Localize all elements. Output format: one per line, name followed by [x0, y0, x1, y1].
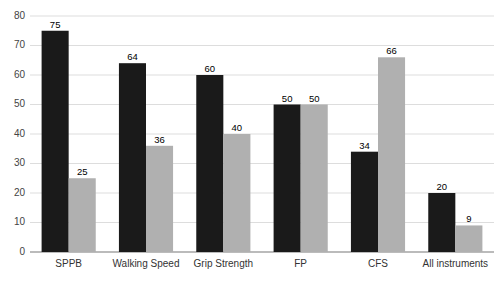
y-tick-label: 20	[14, 187, 26, 198]
bar	[378, 57, 405, 252]
x-tick-label: SPPB	[55, 258, 82, 269]
y-tick-label: 10	[14, 216, 26, 227]
x-tick-label: FP	[294, 258, 307, 269]
y-tick-label: 30	[14, 157, 26, 168]
grid	[30, 16, 494, 252]
bar	[301, 105, 328, 253]
grid-line	[30, 252, 494, 253]
x-tick-label: All instruments	[423, 258, 489, 269]
bars	[42, 31, 483, 252]
data-label: 50	[282, 93, 293, 104]
grid-line	[30, 45, 494, 46]
data-label: 50	[309, 93, 320, 104]
bar	[351, 152, 378, 252]
data-label: 60	[205, 63, 216, 74]
data-labels: 75 64 60 50 34 20 25 36 40 50 66 9	[50, 19, 472, 225]
bar	[223, 134, 250, 252]
data-label: 20	[437, 181, 448, 192]
data-label: 40	[232, 122, 243, 133]
data-label: 75	[50, 19, 61, 30]
grid-line	[30, 163, 494, 164]
y-tick-label: 80	[14, 10, 26, 21]
y-tick-label: 40	[14, 128, 26, 139]
y-tick-label: 50	[14, 98, 26, 109]
x-tick-label: Grip Strength	[194, 258, 253, 269]
grid-line	[30, 193, 494, 194]
bar	[455, 225, 482, 252]
data-label: 25	[77, 166, 88, 177]
chart: 0 10 20 30 40 50 60 70 80 75 64 60 50 34 20 25 36 40 50 66 9…	[0, 0, 500, 282]
y-tick-label: 0	[19, 246, 25, 257]
grid-line	[30, 75, 494, 76]
data-label: 66	[386, 45, 397, 56]
bar	[146, 146, 173, 252]
y-tick-label: 60	[14, 69, 26, 80]
data-label: 9	[466, 213, 471, 224]
bar	[428, 193, 455, 252]
x-axis-line	[30, 252, 494, 253]
bar	[196, 75, 223, 252]
data-label: 64	[127, 51, 138, 62]
bar	[274, 105, 301, 253]
bar	[119, 63, 146, 252]
grid-line	[30, 134, 494, 135]
y-tick-label: 70	[14, 39, 26, 50]
grid-line	[30, 16, 494, 17]
bar	[69, 178, 96, 252]
data-label: 36	[154, 134, 165, 145]
data-label: 34	[359, 140, 370, 151]
bar	[42, 31, 69, 252]
grid-line	[30, 104, 494, 105]
x-tick-label: Walking Speed	[113, 258, 180, 269]
grid-line	[30, 222, 494, 223]
x-tick-label: CFS	[368, 258, 388, 269]
